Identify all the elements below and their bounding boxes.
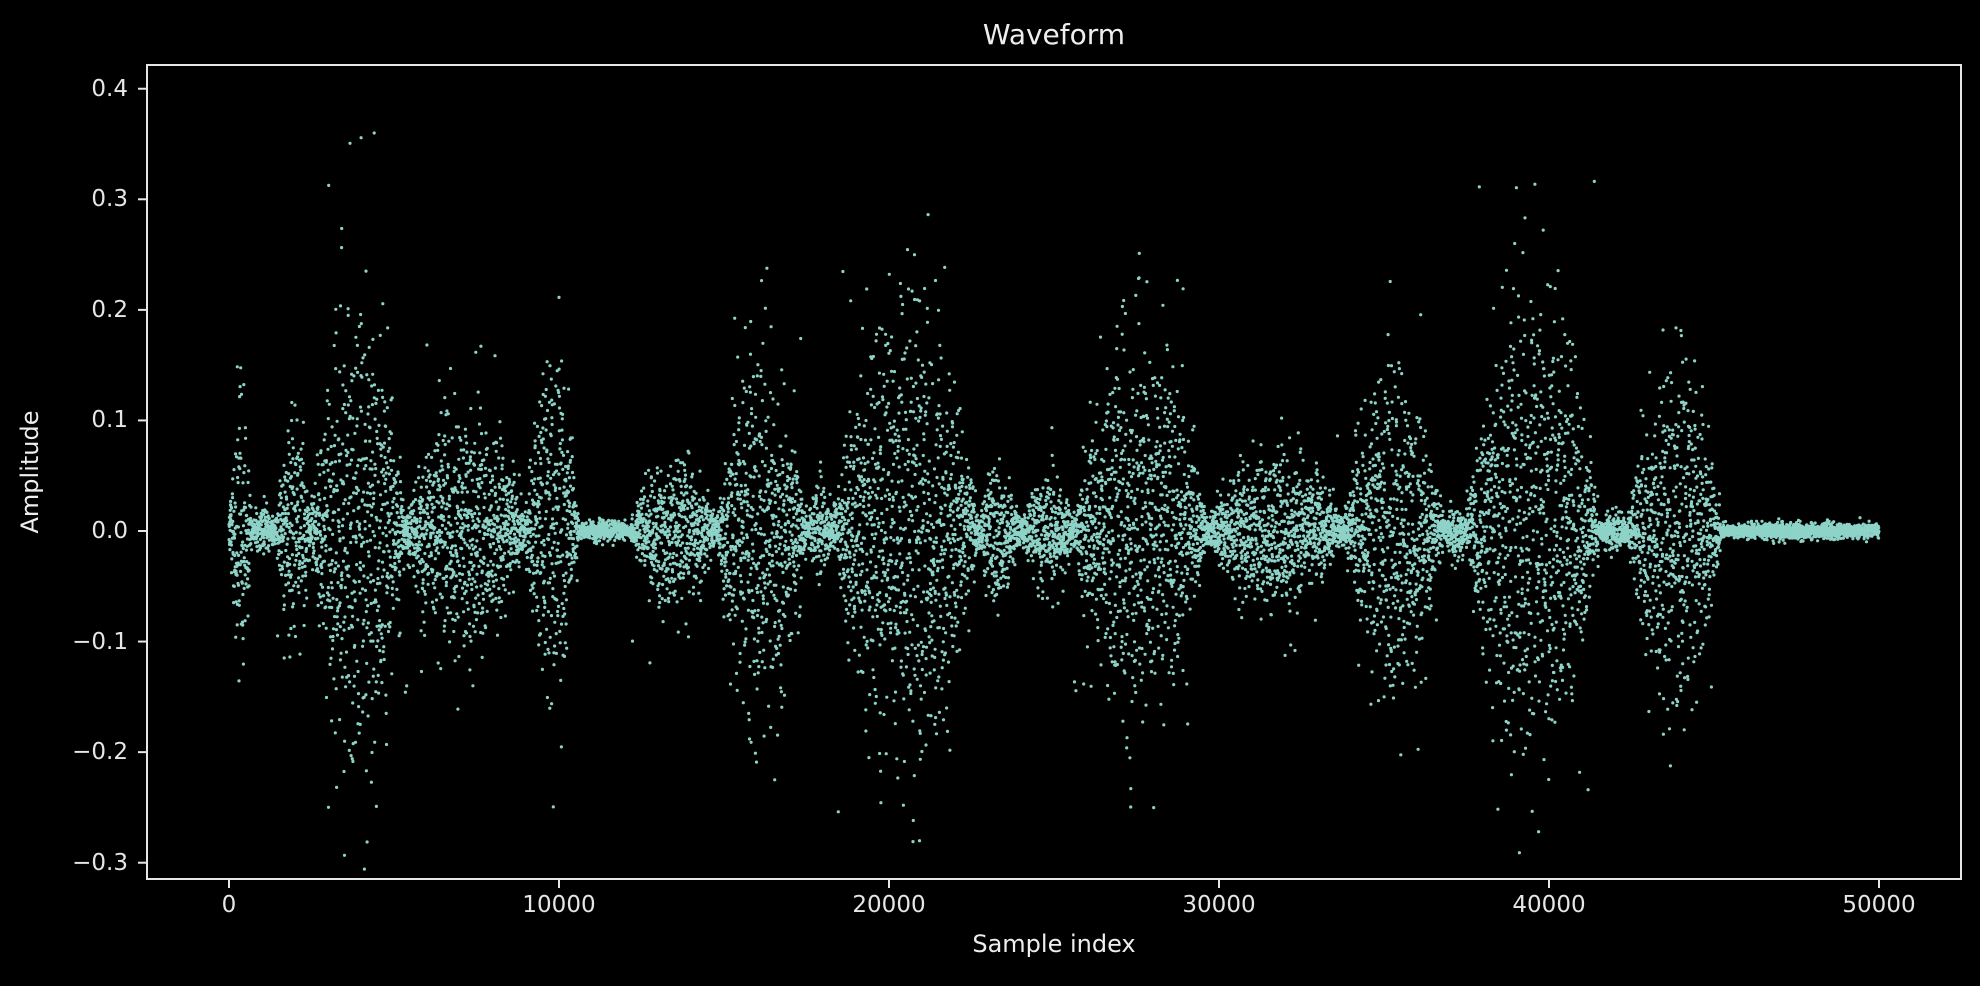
scatter-points xyxy=(227,131,1881,871)
x-tick-label: 50000 xyxy=(1842,892,1916,918)
y-tick-label: 0.1 xyxy=(91,407,128,434)
chart-title: Waveform xyxy=(982,18,1126,51)
y-tick-label: 0.2 xyxy=(91,296,128,323)
y-tick-label: −0.1 xyxy=(72,628,128,655)
x-tick-label: 10000 xyxy=(522,892,596,918)
axes-frame xyxy=(146,64,1962,880)
x-tick-label: 40000 xyxy=(1512,892,1586,918)
y-tick-label: −0.2 xyxy=(72,739,128,766)
y-tick-label: 0.0 xyxy=(91,518,128,544)
x-tick-label: 0 xyxy=(221,892,237,918)
x-axis-label: Sample index xyxy=(972,930,1136,958)
y-tick-label: 0.3 xyxy=(91,186,128,213)
x-tick-label: 30000 xyxy=(1182,892,1256,918)
x-tick-label: 20000 xyxy=(852,892,926,918)
y-tick-label: −0.3 xyxy=(72,849,128,876)
y-tick-label: 0.4 xyxy=(91,75,128,102)
y-axis-label: Amplitude xyxy=(16,410,44,534)
